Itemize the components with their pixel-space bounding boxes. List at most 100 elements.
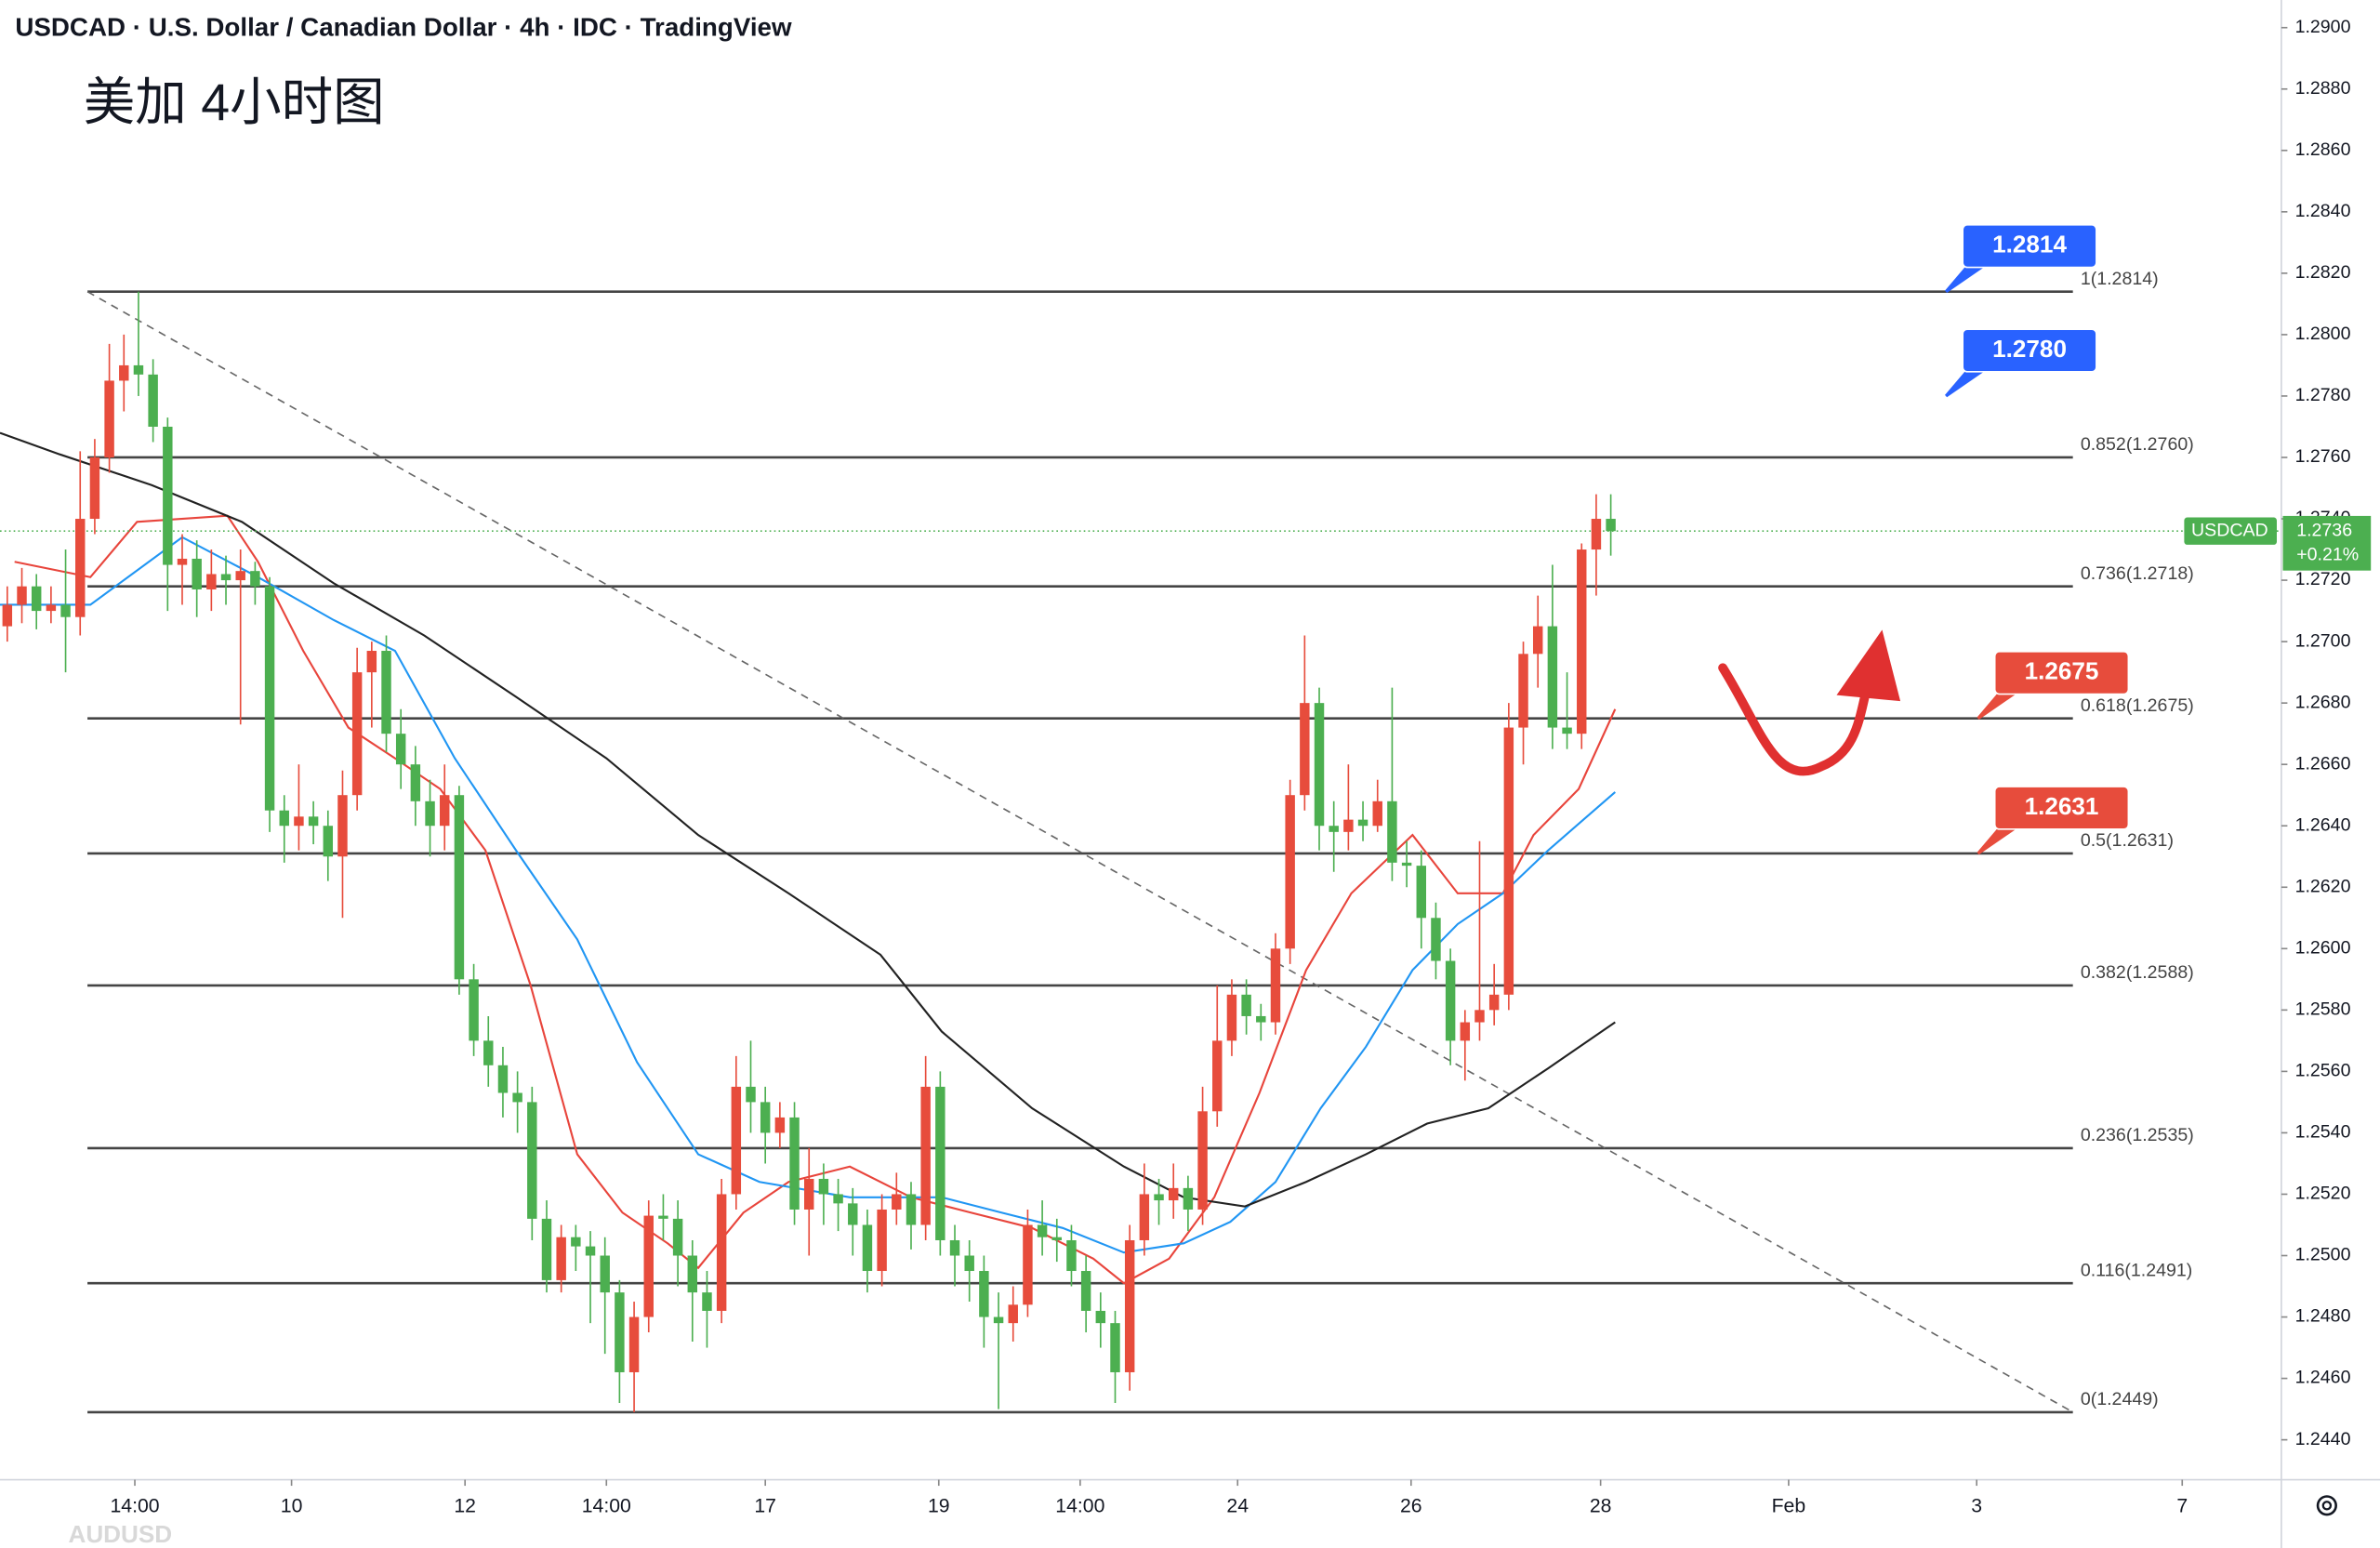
candle-body xyxy=(1168,1187,1179,1201)
candle-body xyxy=(279,810,289,827)
candle-body xyxy=(1445,960,1456,1041)
candle-body xyxy=(804,1178,814,1210)
candle-body xyxy=(1080,1271,1091,1311)
candle-body xyxy=(104,380,114,457)
candle-body xyxy=(177,558,188,565)
symbol-tag xyxy=(2184,517,2277,545)
y-tick-label: 1.2440 xyxy=(2295,1429,2351,1449)
x-tick-label: Feb xyxy=(1772,1496,1806,1517)
symbol-tag-label: USDCAD xyxy=(2191,520,2268,540)
y-tick-label: 1.2580 xyxy=(2295,999,2351,1020)
candle-body xyxy=(1606,519,1616,532)
callout-box xyxy=(1993,651,2130,695)
candle-body xyxy=(60,604,71,617)
candle-body xyxy=(1008,1304,1018,1324)
candle-body xyxy=(337,795,348,857)
y-tick-label: 1.2620 xyxy=(2295,876,2351,896)
y-tick-label: 1.2880 xyxy=(2295,78,2351,99)
candle-body xyxy=(133,364,144,375)
candle-body xyxy=(497,1065,509,1093)
x-tick-label: 14:00 xyxy=(582,1496,631,1517)
candle-body xyxy=(1503,727,1514,995)
candle-body xyxy=(571,1237,581,1247)
y-tick-label: 1.2900 xyxy=(2295,17,2351,37)
candle-body xyxy=(979,1271,989,1317)
y-tick-label: 1.2700 xyxy=(2295,630,2351,651)
price-tag xyxy=(2282,515,2372,571)
candle-body xyxy=(1431,918,1441,961)
x-tick-label: 10 xyxy=(281,1496,303,1517)
settings-icon[interactable] xyxy=(2316,1495,2337,1516)
candle-body xyxy=(600,1255,610,1293)
candle-body xyxy=(1329,826,1339,832)
x-tick-label: 12 xyxy=(454,1496,476,1517)
candle-body xyxy=(469,979,479,1041)
fib-label: 0.852(1.2760) xyxy=(2081,434,2194,455)
candle-body xyxy=(410,764,421,801)
candle-body xyxy=(323,826,334,857)
candle-body xyxy=(31,586,42,612)
x-tick-label: 28 xyxy=(1590,1496,1612,1517)
candle-body xyxy=(294,816,304,827)
candle-body xyxy=(395,734,406,765)
candle-body xyxy=(949,1239,960,1256)
candle-body xyxy=(1095,1310,1106,1324)
callout-box xyxy=(1962,328,2097,373)
candle-body xyxy=(192,558,202,589)
candle-body xyxy=(308,816,319,827)
y-tick-label: 1.2860 xyxy=(2295,139,2351,160)
y-tick-label: 1.2640 xyxy=(2295,814,2351,835)
candle-body xyxy=(906,1194,917,1225)
y-tick-label: 1.2820 xyxy=(2295,262,2351,283)
x-tick-label: 3 xyxy=(1971,1496,1982,1517)
y-tick-label: 1.2500 xyxy=(2295,1245,2351,1265)
candle-body xyxy=(206,574,217,589)
candle-body xyxy=(1488,994,1500,1011)
callout-label: 1.2631 xyxy=(2025,792,2099,820)
fib-label: 0.736(1.2718) xyxy=(2081,563,2194,584)
callout-box xyxy=(1993,786,2130,830)
candle-body xyxy=(541,1218,552,1280)
x-tick-label: 14:00 xyxy=(110,1496,159,1517)
candle-body xyxy=(1547,626,1558,728)
candle-body xyxy=(512,1092,522,1103)
candle-body xyxy=(1474,1010,1485,1023)
candle-body xyxy=(1154,1194,1164,1201)
candle-body xyxy=(1518,654,1528,728)
y-tick-label: 1.2520 xyxy=(2295,1184,2351,1204)
fib-label: 1(1.2814) xyxy=(2081,269,2159,289)
candle-body xyxy=(264,586,275,811)
candle-body xyxy=(1562,727,1572,734)
candle-body xyxy=(1226,994,1237,1041)
y-tick-label: 1.2720 xyxy=(2295,569,2351,589)
plot-layer xyxy=(0,290,2281,1414)
next-symbol: AUDUSD xyxy=(68,1520,172,1548)
candle-body xyxy=(1066,1239,1077,1272)
moving-average xyxy=(0,431,1616,1208)
x-tick-label: 17 xyxy=(754,1496,776,1517)
candle-body xyxy=(1357,819,1368,827)
x-tick-label: 7 xyxy=(2176,1496,2188,1517)
candle-body xyxy=(1285,795,1295,949)
y-tick-label: 1.2460 xyxy=(2295,1368,2351,1388)
chart-subtitle: 美加 4小时图 xyxy=(84,73,385,131)
candle-body xyxy=(585,1246,596,1256)
x-tick-label: 19 xyxy=(928,1496,950,1517)
y-tick-label: 1.2800 xyxy=(2295,324,2351,344)
forecast-arrow-head xyxy=(1836,629,1901,702)
candle-body xyxy=(556,1237,566,1280)
callout-label: 1.2675 xyxy=(2025,657,2099,685)
candle-body xyxy=(1183,1187,1194,1210)
fib-label: 0.382(1.2588) xyxy=(2081,962,2194,983)
candle-body xyxy=(628,1316,640,1372)
candle-body xyxy=(250,571,260,587)
candle-body xyxy=(862,1224,873,1272)
candle-body xyxy=(1256,1015,1266,1023)
candle-body xyxy=(1241,994,1251,1016)
candle-body xyxy=(425,800,435,827)
candle-body xyxy=(381,651,391,734)
candle-body xyxy=(1124,1239,1135,1372)
candle-body xyxy=(687,1255,698,1293)
y-tick-label: 1.2680 xyxy=(2295,692,2351,712)
